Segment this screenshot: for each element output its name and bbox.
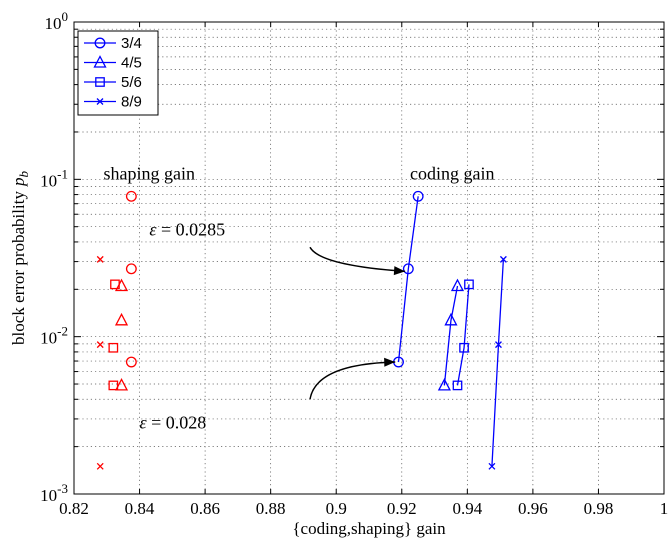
coding-gain-point xyxy=(495,341,502,349)
annotation-coding: coding gain xyxy=(410,163,494,183)
series-4-5 xyxy=(114,278,465,391)
coding-gain-point xyxy=(488,462,496,470)
coding-gain-point xyxy=(450,278,465,292)
annotation-eps1: ε = 0.0285 xyxy=(149,219,225,239)
legend-label: 4/5 xyxy=(121,55,142,72)
coding-gain-point xyxy=(452,380,463,391)
legend-marker xyxy=(94,37,106,49)
y-tick-labels: 10-3 10-2 10-1 100 xyxy=(40,9,68,505)
coding-gain-line xyxy=(443,285,459,386)
x-tick-label: 0.94 xyxy=(452,499,482,518)
annotation-eps2: ε = 0.028 xyxy=(140,413,207,433)
shaping-gain-point xyxy=(96,255,104,263)
y-tick-label: 10-3 xyxy=(40,481,68,505)
annotation-shaping: shaping gain xyxy=(104,163,196,183)
annotation-arrow-head xyxy=(384,357,396,367)
x-tick-label: 0.86 xyxy=(190,499,220,518)
coding-gain-point xyxy=(464,279,474,290)
x-tick-labels: 0.82 0.84 0.86 0.88 0.9 0.92 0.94 0.96 0.98 1 xyxy=(59,499,668,518)
y-tick-label: 100 xyxy=(45,9,69,33)
shaping-gain-point xyxy=(108,342,119,353)
shaping-gain-point xyxy=(108,380,119,391)
axis-ticks xyxy=(73,22,665,495)
coding-gain-line xyxy=(456,284,470,386)
y-axis-label-text: block error probability xyxy=(9,191,28,345)
annotation-arrow-line xyxy=(309,246,406,273)
legend: 3/4 4/5 5/6 8/9 xyxy=(77,30,159,116)
x-tick-label: 0.92 xyxy=(387,499,417,518)
y-tick-label: 10-1 xyxy=(40,166,68,190)
legend-marker xyxy=(95,77,105,87)
y-axis-label: block error probability pb xyxy=(9,171,31,345)
x-tick-label: 0.9 xyxy=(326,499,347,518)
annotation-arrow-head xyxy=(393,266,406,276)
grid xyxy=(74,22,664,494)
shaping-gain-point xyxy=(96,462,104,470)
coding-gain-point xyxy=(412,190,424,202)
x-tick-label: 0.84 xyxy=(125,499,155,518)
coding-gain-point xyxy=(459,342,469,353)
y-axis-label-symbol: p xyxy=(9,178,28,188)
series-layer xyxy=(96,190,507,470)
legend-item: 4/5 xyxy=(84,55,142,72)
plot-area-frame xyxy=(73,21,665,495)
legend-box xyxy=(77,30,159,116)
shaping-gain-point xyxy=(125,356,137,368)
series-8-9 xyxy=(96,255,507,470)
series-3-4 xyxy=(125,190,424,368)
legend-label: 3/4 xyxy=(121,35,142,52)
legend-item: 3/4 xyxy=(84,35,142,52)
series-5-6 xyxy=(108,279,474,391)
shaping-gain-point xyxy=(114,312,129,326)
shaping-gain-point xyxy=(125,190,137,202)
shaping-gain-point xyxy=(114,378,129,391)
shaping-gain-point xyxy=(110,279,120,290)
annotations: shaping gain coding gain ε = 0.0285 ε = 0.0… xyxy=(104,163,495,432)
x-tick-label: 0.98 xyxy=(584,499,614,518)
coding-gain-point xyxy=(499,255,507,263)
legend-marker xyxy=(96,98,104,105)
y-axis-label-subscript: b xyxy=(16,171,31,178)
y-tick-label: 10-2 xyxy=(40,324,68,348)
coding-gain-point xyxy=(402,263,414,275)
coding-gain-point xyxy=(437,378,451,391)
x-tick-label: 0.82 xyxy=(59,499,89,518)
shaping-gain-point xyxy=(125,263,137,275)
legend-label: 8/9 xyxy=(121,94,142,111)
x-tick-label: 0.96 xyxy=(518,499,548,518)
annotation-arrow-line xyxy=(309,361,396,400)
coding-gain-point xyxy=(444,312,458,326)
coding-gain-line xyxy=(397,196,419,363)
legend-item: 8/9 xyxy=(84,94,142,111)
legend-item: 5/6 xyxy=(84,74,142,91)
x-axis-label: {coding,shaping} gain xyxy=(292,519,446,538)
shaping-gain-point xyxy=(96,341,104,349)
legend-label: 5/6 xyxy=(121,74,142,91)
x-tick-label: 1 xyxy=(660,499,668,518)
legend-marker xyxy=(93,55,107,68)
x-tick-label: 0.88 xyxy=(256,499,286,518)
